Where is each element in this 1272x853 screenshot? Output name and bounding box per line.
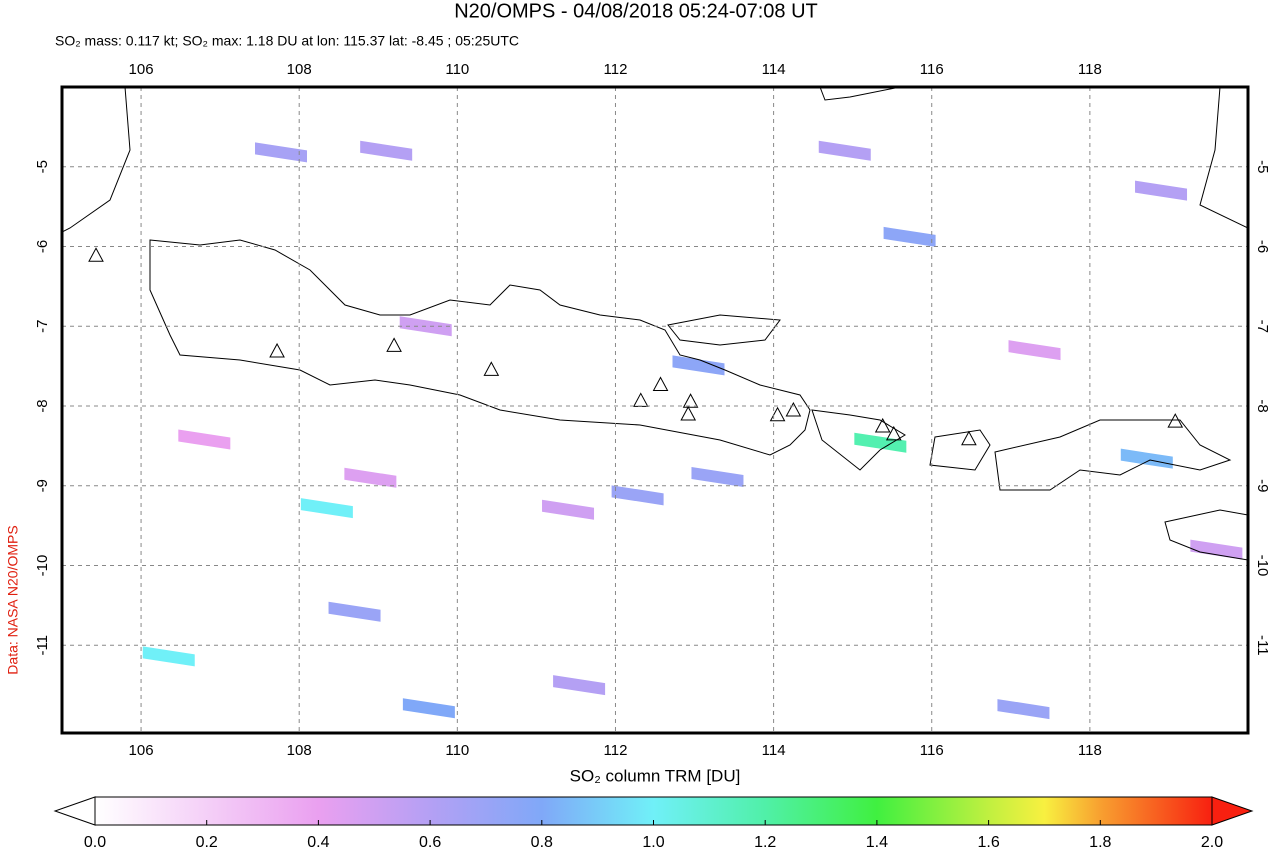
so2-pixel — [328, 601, 381, 622]
lon-tick-label: 114 — [762, 61, 786, 78]
lon-tick-label: 108 — [287, 61, 312, 78]
colorbar-label: SO₂ column TRM [DU] — [570, 766, 741, 785]
volcano — [269, 342, 285, 358]
lon-tick-label: 112 — [604, 61, 628, 78]
lon-tick-label: 106 — [129, 61, 154, 78]
colorbar-tick-label: 1.4 — [866, 834, 888, 851]
title: N20/OMPS - 04/08/2018 05:24-07:08 UT — [454, 0, 818, 22]
lon-tick-label: 108 — [287, 742, 312, 759]
coast-lombok — [929, 429, 991, 471]
volcano — [874, 417, 891, 433]
lat-tick-label: -9 — [34, 479, 51, 492]
map-frame — [60, 85, 1250, 735]
so2-pixel — [691, 466, 744, 487]
lon-tick-label: 118 — [1078, 742, 1102, 759]
colorbar-over — [1211, 796, 1254, 826]
so2-pixel — [818, 140, 871, 161]
coastlines — [62, 87, 1248, 561]
colorbar-tick-label: 1.8 — [1089, 834, 1111, 851]
lon-tick-label: 106 — [129, 742, 154, 759]
lat-tick-label: -7 — [1254, 320, 1271, 333]
so2-pixel — [360, 140, 413, 161]
colorbar-tick-label: 0.6 — [419, 834, 441, 851]
volcano — [1167, 413, 1184, 428]
map-layer — [88, 140, 1243, 720]
so2-pixel — [1120, 448, 1173, 469]
lon-tick-label: 110 — [445, 61, 469, 78]
so2-pixel — [300, 498, 353, 519]
lat-tick-label: -10 — [34, 555, 51, 577]
colorbar-tick-label: 0.8 — [531, 834, 553, 851]
so2-pixel — [1008, 340, 1061, 361]
volcano — [885, 425, 902, 441]
so2-pixel — [178, 429, 231, 450]
lon-tick-label: 118 — [1078, 61, 1102, 78]
colorbar-tick-label: 2.0 — [1201, 834, 1223, 851]
colorbar-tick-label: 1.6 — [977, 834, 999, 851]
volcano — [88, 247, 104, 262]
lon-tick-label: 110 — [445, 742, 469, 759]
so2-pixel — [142, 646, 195, 667]
so2-pixel — [255, 142, 308, 163]
lat-tick-label: -10 — [1254, 555, 1271, 577]
coast-bali — [811, 409, 906, 471]
lat-tick-label: -9 — [1254, 479, 1271, 492]
volcano — [652, 376, 669, 391]
colorbar-tick-label: 0.0 — [84, 834, 106, 851]
lat-tick-label: -8 — [34, 399, 51, 412]
lon-tick-label: 112 — [604, 742, 628, 759]
so2-pixel — [854, 432, 907, 453]
so2-pixel — [344, 467, 397, 488]
coast-sumba — [1164, 509, 1248, 561]
so2-pixel — [402, 698, 455, 719]
volcano — [785, 401, 802, 417]
coast-borneo — [819, 87, 1248, 229]
volcano — [483, 361, 500, 376]
lon-tick-label: 116 — [920, 742, 944, 759]
coast-sumbawa — [994, 419, 1232, 491]
volcano — [961, 430, 977, 446]
lat-tick-label: -6 — [1254, 240, 1271, 253]
colorbar-tick-label: 1.2 — [754, 834, 776, 851]
coast-madura — [667, 314, 781, 346]
lon-tick-label: 114 — [762, 742, 786, 759]
lat-tick-label: -11 — [34, 635, 51, 656]
volcano — [682, 393, 699, 408]
so2-pixel — [1135, 180, 1188, 201]
colorbar-tick-label: 1.0 — [642, 834, 664, 851]
so2-pixel — [553, 675, 606, 696]
side-label: Data: NASA N20/OMPS — [5, 525, 21, 674]
so2-pixel — [883, 226, 936, 247]
subtitle: SO₂ mass: 0.117 kt; SO₂ max: 1.18 DU at … — [55, 33, 519, 49]
map-area — [62, 87, 1248, 733]
lat-tick-label: -8 — [1254, 399, 1271, 412]
lat-tick-label: -6 — [34, 240, 51, 253]
coast-sumatra — [62, 87, 131, 233]
so2-pixel — [611, 485, 664, 506]
so2-pixel — [1190, 539, 1243, 560]
lat-tick-label: -5 — [1254, 160, 1271, 173]
colorbar-tick-label: 0.2 — [196, 834, 218, 851]
volcano — [769, 406, 786, 422]
lat-tick-label: -7 — [34, 320, 51, 333]
colorbar-tick-label: 0.4 — [307, 834, 329, 851]
so2-pixel — [997, 699, 1050, 720]
lon-tick-label: 116 — [920, 61, 944, 78]
so2-pixel — [672, 355, 725, 376]
so2-pixel — [542, 499, 595, 520]
colorbar-under — [53, 796, 96, 826]
lat-tick-label: -11 — [1254, 635, 1271, 656]
volcano — [680, 405, 697, 421]
coast-java — [149, 239, 811, 456]
lat-tick-label: -5 — [34, 160, 51, 173]
volcano — [386, 337, 402, 352]
